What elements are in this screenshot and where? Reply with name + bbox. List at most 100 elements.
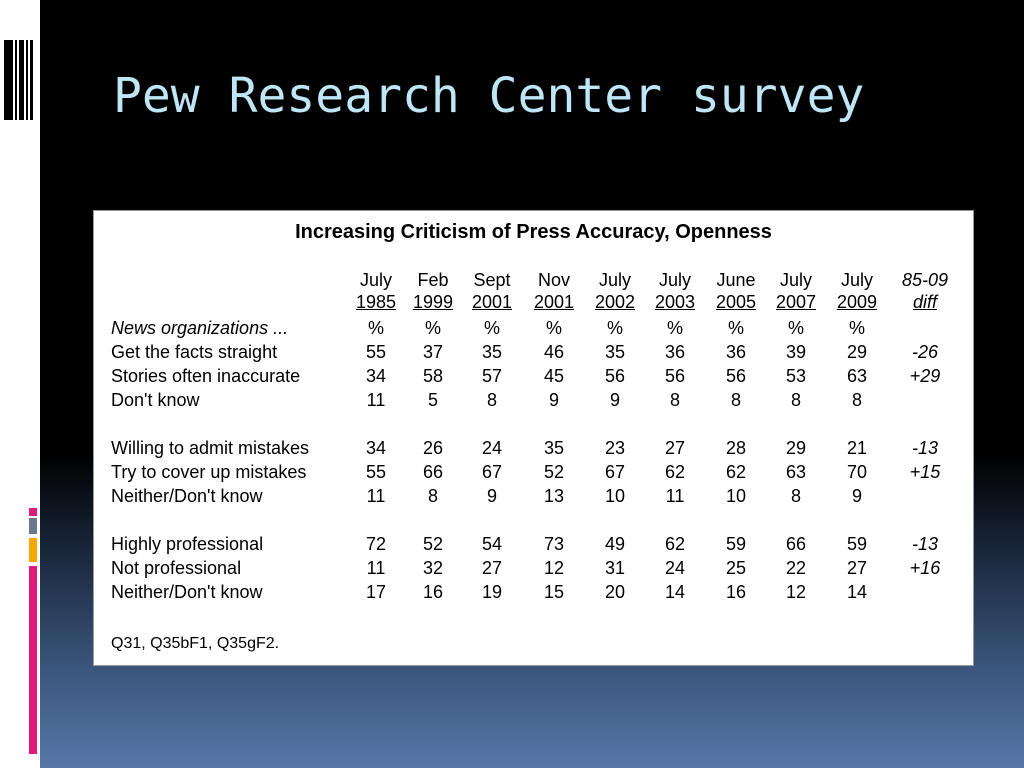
column-header-year: 2002 xyxy=(594,292,636,312)
table-cell: 62 xyxy=(664,534,686,554)
table-cell: 49 xyxy=(604,534,626,554)
table-cell: 56 xyxy=(604,366,626,386)
percent-symbol: % xyxy=(424,318,441,338)
table-cell: 59 xyxy=(725,534,747,554)
column-header: July 2009 xyxy=(827,269,887,313)
table-cell: 11 xyxy=(665,486,685,506)
table-cell: 67 xyxy=(604,462,626,482)
percent-symbol: % xyxy=(848,318,865,338)
table-cell: 10 xyxy=(604,486,626,506)
table-cell: 27 xyxy=(846,558,868,578)
table-cell: 22 xyxy=(785,558,807,578)
column-header: Nov 2001 xyxy=(524,269,584,313)
table-cell: 27 xyxy=(664,438,686,458)
table-cell: 29 xyxy=(785,438,807,458)
left-decorative-strip xyxy=(0,0,40,768)
table-cell: 8 xyxy=(790,486,801,506)
column-header: July 1985 xyxy=(346,269,406,313)
table-cell: 17 xyxy=(365,582,387,602)
table-cell: 23 xyxy=(604,438,626,458)
table-cell: 16 xyxy=(422,582,444,602)
column-header: July 2007 xyxy=(766,269,826,313)
table-cell: 8 xyxy=(790,390,801,410)
column-header-year: diff xyxy=(912,292,937,312)
table-cell: 53 xyxy=(785,366,807,386)
column-header-month: Feb xyxy=(417,270,449,290)
column-header-month: June xyxy=(716,270,756,290)
table-cell: 34 xyxy=(365,366,387,386)
table-cell: 55 xyxy=(365,342,387,362)
column-header: Feb 1999 xyxy=(403,269,463,313)
table-cell: 21 xyxy=(846,438,868,458)
table-cell: 14 xyxy=(664,582,686,602)
table-cell: 15 xyxy=(543,582,565,602)
percent-symbol: % xyxy=(666,318,683,338)
column-header: June 2005 xyxy=(706,269,766,313)
column-header-month: July xyxy=(658,270,691,290)
table-cell: 8 xyxy=(851,390,862,410)
table-cell: 54 xyxy=(481,534,503,554)
table-cell: 12 xyxy=(543,558,565,578)
table-cell: 9 xyxy=(851,486,862,506)
table-cell: 26 xyxy=(422,438,444,458)
table-cell: 57 xyxy=(481,366,503,386)
accent-bar-orange xyxy=(29,538,37,562)
table-cell: 56 xyxy=(725,366,747,386)
row-label: Neither/Don't know xyxy=(111,582,263,602)
column-header-month: July xyxy=(840,270,873,290)
table-cell: 11 xyxy=(366,558,386,578)
diff-cell: -13 xyxy=(911,438,938,458)
table-cell: 19 xyxy=(481,582,503,602)
column-header: Sept 2001 xyxy=(462,269,522,313)
table-cell: 73 xyxy=(543,534,565,554)
column-header-month: July xyxy=(779,270,812,290)
table-cell: 8 xyxy=(669,390,680,410)
table-cell: 70 xyxy=(846,462,868,482)
accent-bar-magenta-top xyxy=(29,508,37,516)
percent-symbol: % xyxy=(606,318,623,338)
table-cell: 24 xyxy=(664,558,686,578)
column-header-month: July xyxy=(359,270,392,290)
table-cell: 28 xyxy=(725,438,747,458)
table-cell: 35 xyxy=(604,342,626,362)
row-label: Don't know xyxy=(111,390,200,410)
percent-symbol: % xyxy=(787,318,804,338)
column-header: 85-09 diff xyxy=(895,269,955,313)
table-cell: 29 xyxy=(846,342,868,362)
table-cell: 8 xyxy=(486,390,497,410)
table-cell: 66 xyxy=(422,462,444,482)
table-cell: 59 xyxy=(846,534,868,554)
table-cell: 63 xyxy=(846,366,868,386)
table-cell: 27 xyxy=(481,558,503,578)
column-header-year: 2003 xyxy=(654,292,696,312)
column-header-month: 85-09 xyxy=(901,270,949,290)
column-header-year: 1999 xyxy=(412,292,454,312)
table-footnote: Q31, Q35bF1, Q35gF2. xyxy=(111,635,280,652)
table-cell: 25 xyxy=(725,558,747,578)
table-cell: 11 xyxy=(366,390,386,410)
table-cell: 10 xyxy=(725,486,747,506)
table-cell: 37 xyxy=(422,342,444,362)
column-header-year: 2005 xyxy=(715,292,757,312)
column-header-year: 1985 xyxy=(355,292,397,312)
percent-symbol: % xyxy=(367,318,384,338)
table-cell: 24 xyxy=(481,438,503,458)
table-title: Increasing Criticism of Press Accuracy, … xyxy=(295,221,772,243)
table-cell: 9 xyxy=(486,486,497,506)
table-cell: 8 xyxy=(427,486,438,506)
table-cell: 8 xyxy=(730,390,741,410)
table-cell: 45 xyxy=(543,366,565,386)
table-cell: 52 xyxy=(422,534,444,554)
table-cell: 12 xyxy=(785,582,807,602)
table-cell: 35 xyxy=(481,342,503,362)
column-header-year: 2009 xyxy=(836,292,878,312)
table-cell: 16 xyxy=(725,582,747,602)
table-cell: 62 xyxy=(664,462,686,482)
table-cell: 52 xyxy=(543,462,565,482)
row-label: Not professional xyxy=(111,558,242,578)
percent-symbol: % xyxy=(545,318,562,338)
table-cell: 9 xyxy=(609,390,620,410)
row-label: Get the facts straight xyxy=(111,342,278,362)
column-header: July 2003 xyxy=(645,269,705,313)
diff-cell: +16 xyxy=(909,558,941,578)
